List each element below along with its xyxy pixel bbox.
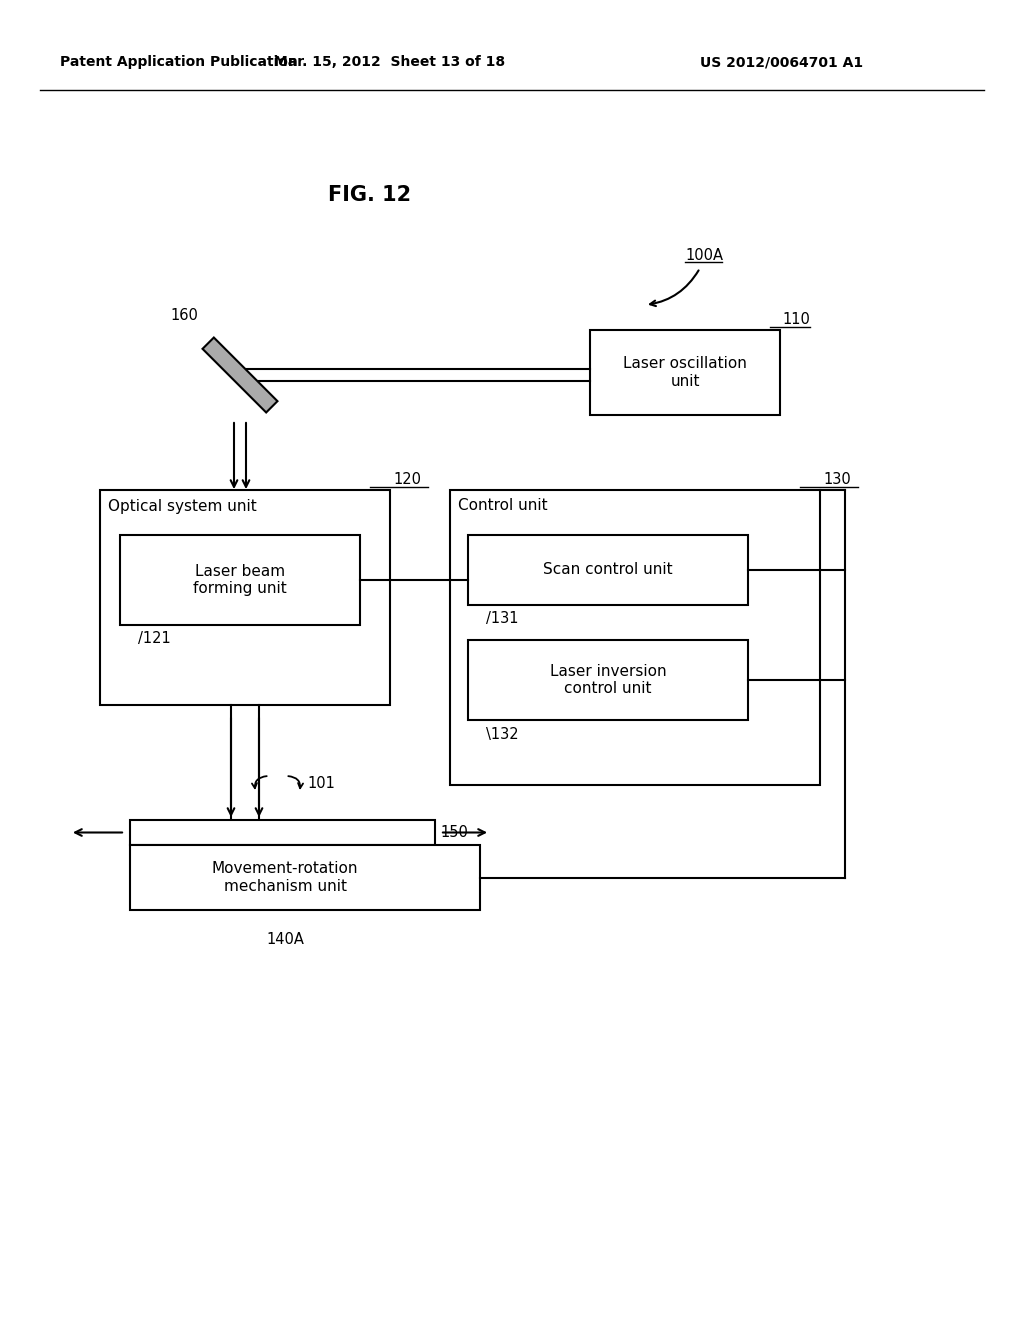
Text: 150: 150 xyxy=(440,825,468,840)
Text: Patent Application Publication: Patent Application Publication xyxy=(60,55,298,69)
Text: FIG. 12: FIG. 12 xyxy=(329,185,412,205)
Text: Scan control unit: Scan control unit xyxy=(543,562,673,578)
Text: Laser oscillation
unit: Laser oscillation unit xyxy=(623,356,746,388)
Bar xyxy=(120,535,360,624)
Text: 140A: 140A xyxy=(266,932,304,948)
Text: 120: 120 xyxy=(393,473,421,487)
Text: \132: \132 xyxy=(486,726,518,742)
Text: Control unit: Control unit xyxy=(458,499,548,513)
Text: 130: 130 xyxy=(823,473,851,487)
Text: Movement-rotation
mechanism unit: Movement-rotation mechanism unit xyxy=(212,862,358,894)
Text: Laser beam
forming unit: Laser beam forming unit xyxy=(194,564,287,597)
Bar xyxy=(468,640,748,719)
Text: US 2012/0064701 A1: US 2012/0064701 A1 xyxy=(700,55,863,69)
Bar xyxy=(130,845,480,909)
Text: 110: 110 xyxy=(782,313,810,327)
Text: 101: 101 xyxy=(307,776,336,791)
Text: 100A: 100A xyxy=(685,248,723,263)
Bar xyxy=(100,490,390,705)
Bar xyxy=(130,820,435,845)
Text: /131: /131 xyxy=(486,611,518,627)
Text: Laser inversion
control unit: Laser inversion control unit xyxy=(550,664,667,696)
Bar xyxy=(590,330,780,414)
Text: /121: /121 xyxy=(138,631,171,647)
Polygon shape xyxy=(203,338,278,412)
Bar xyxy=(468,535,748,605)
Text: 160: 160 xyxy=(170,308,198,322)
Text: Optical system unit: Optical system unit xyxy=(108,499,257,513)
Bar xyxy=(450,490,820,785)
Text: Mar. 15, 2012  Sheet 13 of 18: Mar. 15, 2012 Sheet 13 of 18 xyxy=(274,55,506,69)
